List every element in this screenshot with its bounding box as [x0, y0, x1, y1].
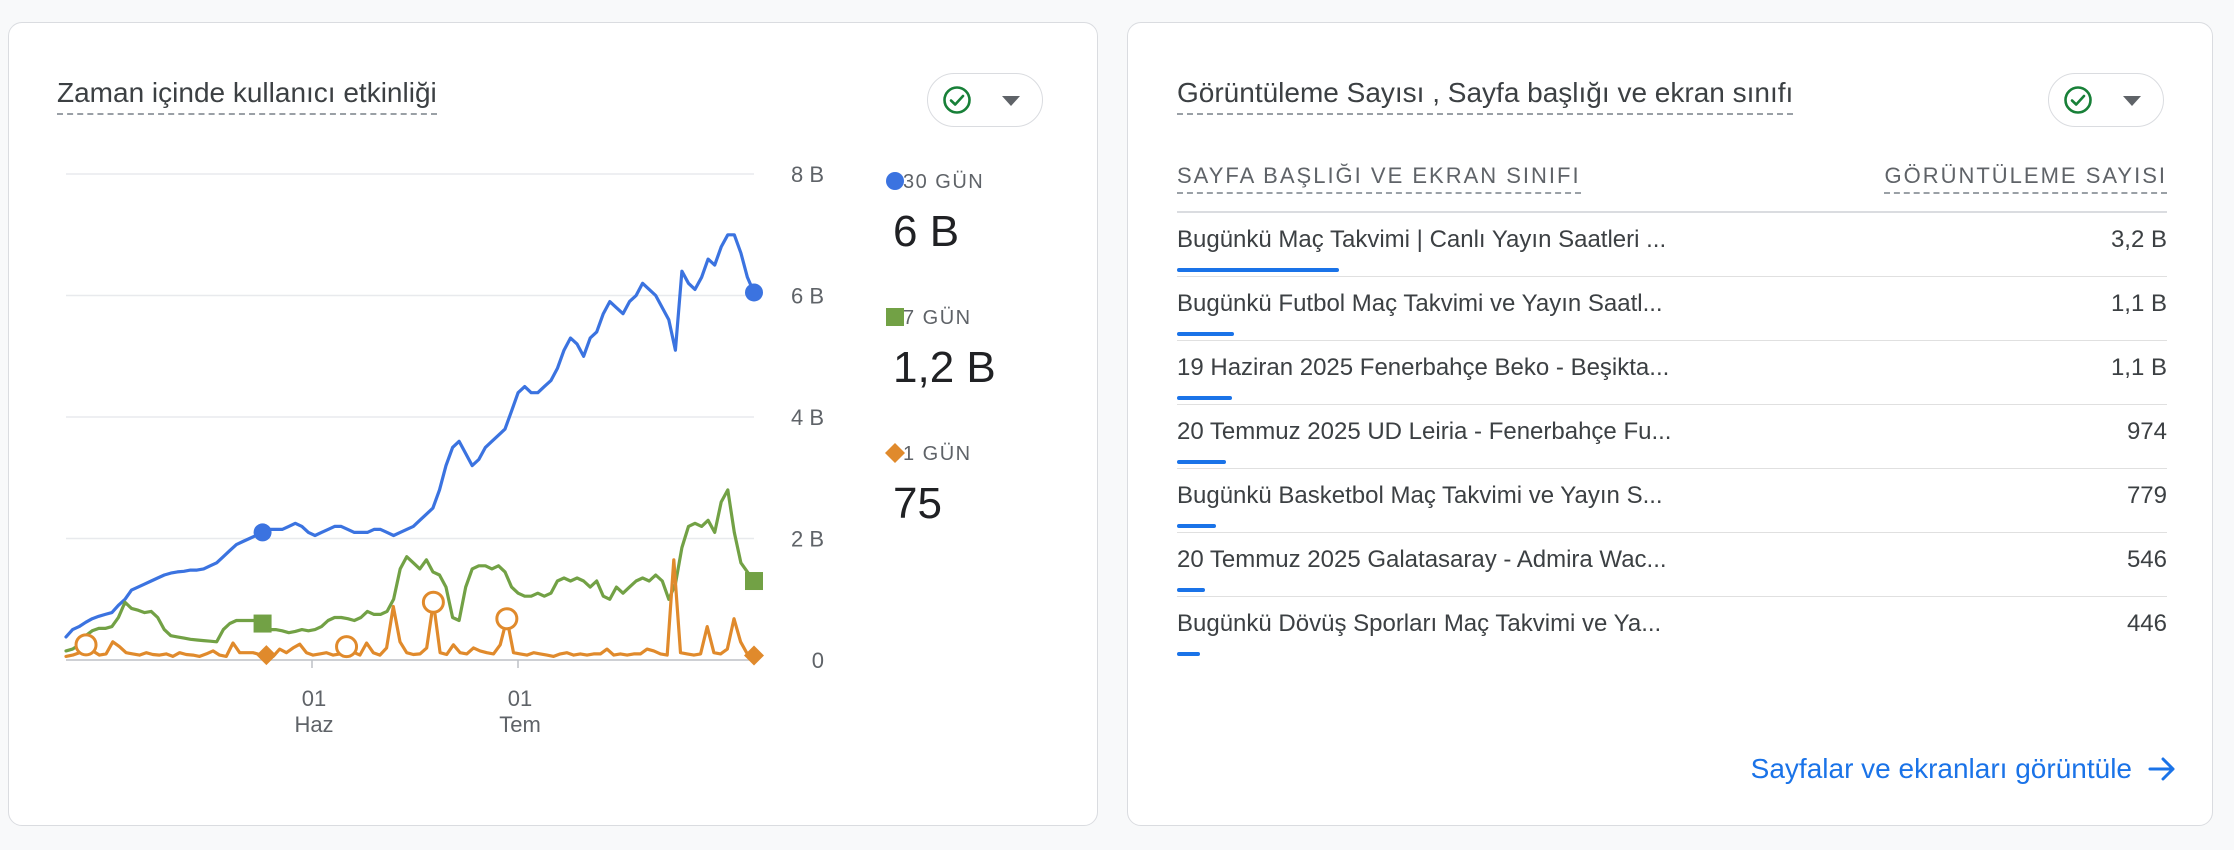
row-view-count: 546 [2126, 546, 2167, 573]
column-header-views[interactable]: GÖRÜNTÜLEME SAYISI [1884, 163, 2167, 194]
series-line-1 [64, 488, 756, 653]
header-divider [1177, 211, 2167, 213]
row-view-count: 779 [2126, 482, 2167, 509]
column-header-page-title[interactable]: SAYFA BAŞLIĞI VE EKRAN SINIFI [1177, 163, 1581, 194]
annotation-marker [74, 633, 98, 657]
legend-label-1: 1 GÜN [903, 443, 972, 465]
legend-marker-circle [886, 172, 904, 190]
legend-value-1: 75 [893, 479, 942, 528]
marker-7-day-end [745, 572, 763, 591]
annotation-marker [495, 607, 519, 631]
series-line-0 [64, 233, 756, 639]
legend-marker-diamond [885, 443, 905, 463]
table-row[interactable]: 19 Haziran 2025 Fenerbahçe Beko - Beşikt… [1177, 340, 2167, 405]
user-activity-card: Zaman içinde kullanıcı etkinliği 8 B 6 B 4… [8, 22, 1098, 826]
table-row[interactable]: Bugünkü Basketbol Maç Takvimi ve Yayın S… [1177, 468, 2167, 533]
compare-dropdown-button[interactable] [927, 73, 1043, 127]
marker-7-day [253, 614, 272, 633]
row-share-bar [1177, 652, 1200, 656]
x-tick-month: Haz [294, 712, 333, 737]
y-tick-label: 6 B [791, 284, 824, 309]
y-tick-label: 2 B [791, 527, 824, 552]
legend-value-30: 6 B [893, 207, 960, 256]
marker-30-day [253, 523, 272, 542]
x-tick-day: 01 [508, 686, 532, 711]
marker-30-day-end [745, 283, 763, 302]
table-row[interactable]: Bugünkü Maç Takvimi | Canlı Yayın Saatle… [1177, 212, 2167, 277]
row-share-bar [1177, 396, 1233, 400]
row-share-bar [1177, 332, 1234, 336]
annotation-marker [421, 590, 445, 614]
row-view-count: 974 [2126, 418, 2167, 445]
legend-label-7: 7 GÜN [903, 307, 972, 329]
y-tick-label: 4 B [791, 405, 824, 430]
legend-label-30: 30 GÜN [903, 171, 985, 193]
y-tick-label: 0 [812, 648, 824, 673]
table-row[interactable]: Bugünkü Dövüş Sporları Maç Takvimi ve Ya… [1177, 596, 2167, 660]
marker-1-day-end [744, 645, 764, 666]
row-share-bar [1177, 268, 1339, 272]
row-view-count: 3,2 B [2110, 226, 2167, 253]
pages-compare-dropdown-button[interactable] [2048, 73, 2164, 127]
check-circle-icon [943, 86, 971, 114]
row-page-title[interactable]: 20 Temmuz 2025 Galatasaray - Admira Wac.… [1177, 546, 1667, 573]
table-row[interactable]: 20 Temmuz 2025 Galatasaray - Admira Wac.… [1177, 532, 2167, 597]
view-pages-link-label: Sayfalar ve ekranları görüntüle [1750, 753, 2132, 784]
row-view-count: 446 [2126, 610, 2167, 637]
annotation-marker [335, 635, 359, 659]
caret-down-icon [1002, 96, 1020, 106]
row-page-title[interactable]: Bugünkü Dövüş Sporları Maç Takvimi ve Ya… [1177, 610, 1662, 637]
row-page-title[interactable]: Bugünkü Futbol Maç Takvimi ve Yayın Saat… [1177, 290, 1663, 317]
row-view-count: 1,1 B [2110, 290, 2167, 317]
row-share-bar [1177, 588, 1205, 592]
marker-1-day [256, 645, 277, 666]
check-circle-icon [2064, 86, 2092, 114]
legend-marker-square [886, 308, 904, 326]
pages-card-title[interactable]: Görüntüleme Sayısı , Sayfa başlığı ve ek… [1177, 75, 1794, 115]
row-page-title[interactable]: Bugünkü Maç Takvimi | Canlı Yayın Saatle… [1177, 226, 1667, 253]
table-row[interactable]: 20 Temmuz 2025 UD Leiria - Fenerbahçe Fu… [1177, 404, 2167, 469]
x-tick-month: Tem [499, 712, 541, 737]
row-page-title[interactable]: Bugünkü Basketbol Maç Takvimi ve Yayın S… [1177, 482, 1663, 509]
row-share-bar [1177, 460, 1226, 464]
pages-views-card: Görüntüleme Sayısı , Sayfa başlığı ve ek… [1127, 22, 2213, 826]
x-tick-day: 01 [302, 686, 326, 711]
caret-down-icon [2123, 96, 2141, 106]
view-pages-link[interactable]: Sayfalar ve ekranları görüntüle [1751, 753, 2176, 785]
row-view-count: 1,1 B [2110, 354, 2167, 381]
activity-card-title[interactable]: Zaman içinde kullanıcı etkinliği [57, 75, 437, 115]
y-tick-label: 8 B [791, 162, 824, 187]
arrow-right-icon [2148, 757, 2175, 781]
table-row[interactable]: Bugünkü Futbol Maç Takvimi ve Yayın Saat… [1177, 276, 2167, 341]
series-line-2 [64, 558, 756, 658]
row-page-title[interactable]: 19 Haziran 2025 Fenerbahçe Beko - Beşikt… [1177, 354, 1670, 381]
legend-value-7: 1,2 B [893, 343, 996, 392]
row-page-title[interactable]: 20 Temmuz 2025 UD Leiria - Fenerbahçe Fu… [1177, 418, 1672, 445]
row-share-bar [1177, 524, 1216, 528]
